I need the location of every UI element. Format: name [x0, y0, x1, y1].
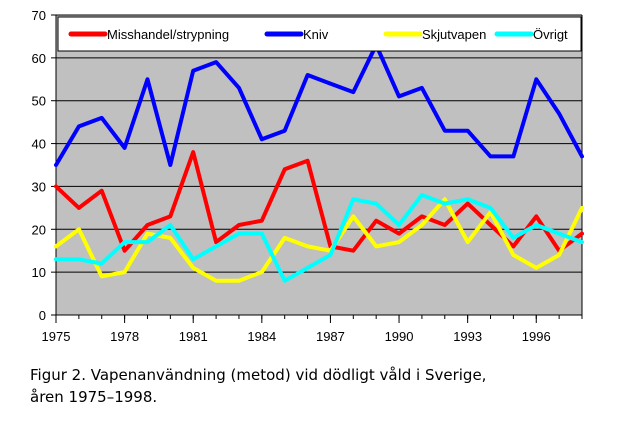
caption-line-2: åren 1975–1998. [30, 388, 158, 406]
x-tick-label: 1987 [316, 329, 345, 344]
series-line-misshandel-strypning [54, 150, 584, 253]
legend-label: Misshandel/strypning [107, 27, 229, 42]
legend: Misshandel/strypning Kniv Skjutvapen Övrigt [57, 16, 582, 52]
y-tick-label: 10 [32, 265, 46, 280]
series-line-skjutvapen [54, 197, 584, 283]
series-lines [54, 43, 584, 283]
caption-line-1: Figur 2. Vapenanvändning (metod) vid död… [30, 366, 487, 384]
x-tick-label: 1981 [179, 329, 208, 344]
x-tick-label: 1993 [453, 329, 482, 344]
y-tick-label: 20 [32, 222, 46, 237]
plot-area [56, 15, 582, 315]
series-line-övrigt [54, 193, 584, 283]
legend-label: Skjutvapen [422, 27, 486, 42]
y-tick-label: 30 [32, 179, 46, 194]
y-tick-label: 60 [32, 51, 46, 66]
x-tick-label: 1996 [522, 329, 551, 344]
y-tick-label: 40 [32, 137, 46, 152]
figure-caption: Figur 2. Vapenanvändning (metod) vid död… [30, 364, 610, 408]
legend-label: Övrigt [533, 27, 568, 42]
y-tick-label: 70 [32, 8, 46, 23]
legend-label: Kniv [303, 27, 329, 42]
y-tick-label: 0 [39, 308, 46, 323]
x-tick-label: 1990 [385, 329, 414, 344]
x-axis-ticks: 1975 1978 1981 1984 1987 1990 1993 1996 [42, 315, 583, 344]
y-tick-label: 50 [32, 94, 46, 109]
y-axis-ticks: 0 10 20 30 40 50 60 70 [32, 8, 56, 323]
legend-box [57, 16, 582, 52]
line-chart: 0 10 20 30 40 50 60 70 1975 1978 1981 1984 1987 1990… [32, 8, 584, 344]
x-tick-label: 1984 [247, 329, 276, 344]
x-tick-label: 1978 [110, 329, 139, 344]
series-line-kniv [54, 43, 584, 167]
x-tick-label: 1975 [42, 329, 71, 344]
